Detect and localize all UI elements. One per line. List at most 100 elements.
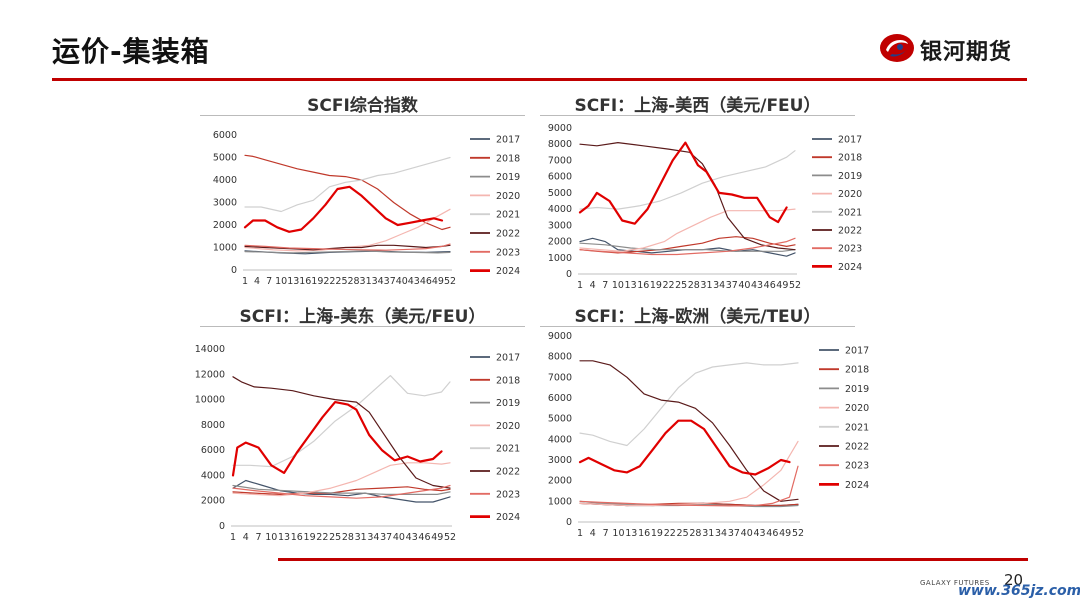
x-tick-label: 52 — [444, 276, 456, 287]
series-line-2022 — [579, 142, 796, 251]
page-title: 运价-集装箱 — [52, 35, 210, 68]
y-tick-label: 4000 — [548, 434, 572, 445]
x-tick-label: 52 — [789, 280, 801, 291]
series-line-2017 — [232, 479, 451, 503]
series-line-2021 — [244, 156, 451, 213]
series-line-2020 — [232, 462, 451, 497]
legend-label: 2023 — [496, 247, 520, 258]
x-tick-label: 4 — [590, 280, 596, 291]
chart-title-rule — [540, 115, 855, 116]
x-tick-label: 28 — [688, 280, 700, 291]
x-tick-label: 10 — [612, 280, 624, 291]
series-line-2023 — [579, 237, 796, 256]
chart-title-rule — [540, 326, 855, 327]
series-line-2020 — [579, 440, 799, 507]
x-tick-label: 13 — [625, 528, 637, 539]
legend-label: 2021 — [838, 207, 862, 218]
y-tick-label: 2000 — [213, 220, 237, 231]
x-tick-label: 46 — [766, 528, 778, 539]
y-tick-label: 4000 — [201, 470, 225, 481]
x-tick-label: 7 — [603, 528, 609, 539]
galaxy-swirl-icon — [880, 34, 914, 62]
y-tick-label: 1000 — [213, 243, 237, 254]
x-tick-label: 40 — [393, 532, 405, 543]
y-tick-label: 2000 — [548, 237, 572, 248]
x-tick-label: 40 — [396, 276, 408, 287]
watermark: www.365jz.com — [958, 583, 1080, 599]
x-tick-label: 43 — [753, 528, 765, 539]
legend-label: 2018 — [496, 375, 520, 386]
legend-label: 2019 — [838, 171, 862, 182]
y-tick-label: 2000 — [548, 476, 572, 487]
y-tick-label: 8000 — [548, 352, 572, 363]
x-tick-label: 34 — [715, 528, 727, 539]
company-logo: 银河期货 — [878, 30, 1028, 66]
legend-label: 2020 — [845, 403, 869, 414]
chart-title-uswest: SCFI：上海-美西（美元/FEU） — [574, 96, 821, 116]
series-line-2024 — [578, 141, 788, 225]
series-line-2023 — [244, 243, 451, 251]
legend-label: 2019 — [496, 398, 520, 409]
x-tick-label: 28 — [347, 276, 359, 287]
legend-label: 2023 — [845, 461, 869, 472]
series-line-2019 — [232, 484, 451, 495]
x-tick-label: 4 — [254, 276, 260, 287]
y-tick-label: 5000 — [548, 188, 572, 199]
legend-label: 2021 — [845, 422, 869, 433]
logo-text: 银河期货 — [920, 40, 1013, 65]
series-line-2022 — [579, 360, 799, 502]
y-tick-label: 4000 — [548, 204, 572, 215]
x-tick-label: 52 — [792, 528, 804, 539]
x-tick-label: 16 — [291, 532, 303, 543]
chart-title-europe: SCFI：上海-欧洲（美元/TEU） — [574, 307, 821, 327]
x-tick-label: 4 — [590, 528, 596, 539]
x-tick-label: 1 — [242, 276, 248, 287]
x-tick-label: 37 — [726, 280, 738, 291]
legend-label: 2019 — [496, 172, 520, 183]
chart-title-rule — [200, 326, 525, 327]
x-tick-label: 25 — [329, 532, 341, 543]
y-tick-label: 9000 — [548, 331, 572, 342]
x-tick-label: 16 — [637, 280, 649, 291]
series-line-2019 — [244, 250, 451, 254]
y-tick-label: 0 — [566, 269, 572, 280]
series-line-2024 — [243, 185, 444, 233]
x-tick-label: 7 — [266, 276, 272, 287]
chart-title-rule — [200, 115, 525, 116]
y-tick-label: 1000 — [548, 253, 572, 264]
x-tick-label: 31 — [700, 280, 712, 291]
x-tick-label: 52 — [444, 532, 456, 543]
x-tick-label: 25 — [675, 280, 687, 291]
legend-label: 2017 — [496, 135, 520, 146]
legend-label: 2023 — [496, 489, 520, 500]
legend-label: 2020 — [838, 189, 862, 200]
x-tick-label: 10 — [265, 532, 277, 543]
y-tick-label: 7000 — [548, 372, 572, 383]
y-tick-label: 10000 — [195, 395, 225, 406]
legend-label: 2017 — [496, 353, 520, 364]
chart-shanghai-uswest: 0 1000 2000 3000 4000 5000 6000 7000 8000 9000 1 4 7… — [548, 123, 862, 291]
x-tick-label: 10 — [275, 276, 287, 287]
y-tick-label: 4000 — [213, 175, 237, 186]
x-tick-label: 7 — [256, 532, 262, 543]
x-tick-label: 16 — [638, 528, 650, 539]
legend-label: 2017 — [838, 135, 862, 146]
footer-divider — [278, 558, 1028, 561]
chart-shanghai-europe: 0 1000 2000 3000 4000 5000 6000 7000 8000 9000 1 4 7… — [548, 331, 869, 539]
y-tick-label: 8000 — [201, 420, 225, 431]
series-line-2021 — [579, 150, 796, 210]
x-tick-label: 1 — [230, 532, 236, 543]
y-tick-label: 0 — [231, 265, 237, 276]
x-tick-label: 28 — [342, 532, 354, 543]
x-tick-label: 43 — [408, 276, 420, 287]
x-tick-label: 46 — [420, 276, 432, 287]
legend-label: 2023 — [838, 244, 862, 255]
chart-title-useast: SCFI：上海-美东（美元/FEU） — [239, 307, 486, 327]
legend-label: 2018 — [838, 153, 862, 164]
x-tick-label: 13 — [625, 280, 637, 291]
x-tick-label: 34 — [367, 532, 379, 543]
x-tick-label: 43 — [751, 280, 763, 291]
legend-label: 2024 — [496, 266, 520, 277]
x-tick-label: 19 — [650, 280, 662, 291]
x-tick-label: 25 — [335, 276, 347, 287]
